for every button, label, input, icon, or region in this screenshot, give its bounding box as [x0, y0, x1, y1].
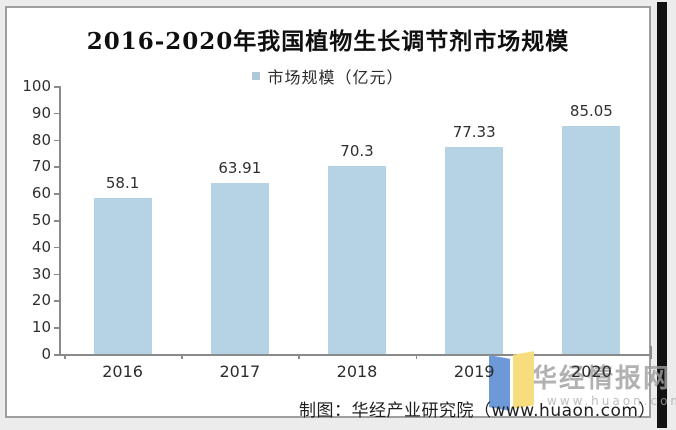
bar-value-label: 77.33	[452, 122, 496, 141]
bar-value-label: 70.3	[340, 141, 374, 160]
y-tick-label: 70	[31, 157, 51, 176]
x-tick-mark	[415, 354, 418, 359]
chart-canvas: 2016-2020年我国植物生长调节剂市场规模 市场规模（亿元） 0 10 20 30…	[5, 6, 676, 421]
x-category-label: 2017	[219, 362, 261, 381]
bar	[562, 126, 621, 354]
x-category-label: 2019	[453, 362, 495, 381]
watermark-url: www.huaon.com	[547, 394, 676, 408]
x-tick-mark	[650, 354, 652, 359]
x-tick-mark	[181, 354, 183, 359]
y-tick-mark	[54, 220, 59, 222]
y-tick-mark	[54, 112, 59, 115]
y-tick-mark	[54, 300, 59, 302]
x-category-label: 2016	[102, 362, 143, 381]
right-edge-bar	[657, 2, 667, 428]
y-tick-mark	[54, 193, 59, 195]
y-tick-mark	[54, 327, 59, 329]
y-tick-mark	[54, 166, 59, 168]
bar	[210, 182, 269, 354]
y-tick-label: 90	[31, 103, 51, 122]
x-tick-mark	[64, 354, 66, 359]
x-category-label: 2018	[336, 362, 378, 381]
y-tick-label: 80	[31, 130, 51, 149]
x-tick-mark	[298, 354, 300, 359]
bar	[445, 146, 504, 354]
bar-value-label: 58.1	[105, 174, 140, 193]
credit-line: 制图：华经产业研究院（www.huaon.com）	[299, 401, 656, 421]
y-tick-mark	[54, 246, 59, 249]
y-tick-label: 100	[22, 77, 51, 95]
y-tick-label: 40	[31, 237, 51, 256]
x-axis-line	[59, 353, 650, 356]
y-tick-mark	[54, 86, 59, 88]
bar	[328, 165, 386, 354]
chart-title: 2016-2020年我国植物生长调节剂市场规模	[86, 28, 570, 55]
y-tick-mark	[54, 139, 59, 142]
y-tick-label: 50	[31, 211, 51, 229]
legend-marker-icon	[252, 72, 261, 80]
plot-area: 0 10 20 30 40 50 60 70 80 90 100 58.1 2016 63.91 2017 7…	[7, 8, 652, 416]
y-tick-label: 0	[41, 345, 51, 363]
legend: 市场规模（亿元）	[7, 64, 649, 88]
y-tick-label: 60	[31, 184, 51, 203]
bar-value-label: 63.91	[218, 158, 262, 177]
x-axis-right-end-tick	[650, 346, 652, 354]
x-category-label: 2020	[571, 362, 612, 381]
y-tick-label: 20	[31, 291, 51, 310]
bar	[93, 198, 152, 354]
y-tick-label: 10	[31, 318, 51, 337]
y-tick-mark	[54, 273, 59, 276]
bar-value-label: 85.05	[569, 102, 613, 121]
y-tick-label: 30	[31, 264, 51, 283]
watermark-text: 华经情报网	[531, 364, 672, 394]
y-tick-mark	[54, 354, 59, 356]
y-axis-line	[59, 86, 61, 354]
legend-label: 市场规模（亿元）	[267, 68, 404, 87]
